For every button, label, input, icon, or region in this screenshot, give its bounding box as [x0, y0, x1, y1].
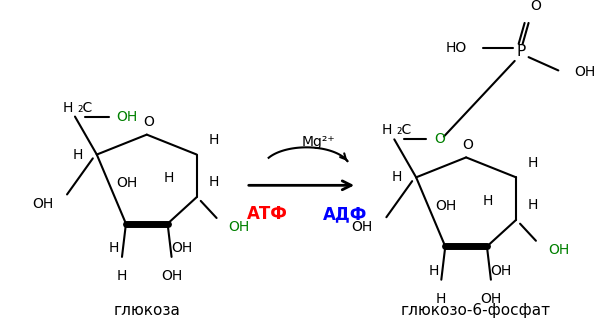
Text: H: H — [117, 269, 127, 283]
Text: H: H — [209, 175, 219, 190]
Text: АДФ: АДФ — [323, 205, 367, 223]
Text: O: O — [143, 115, 154, 129]
Text: OH: OH — [436, 199, 457, 213]
Text: O: O — [530, 0, 541, 14]
Text: ₂C: ₂C — [77, 101, 92, 115]
Text: OH: OH — [32, 197, 53, 211]
Text: H: H — [209, 133, 219, 147]
Text: H: H — [109, 241, 119, 255]
Text: H: H — [163, 171, 174, 185]
Text: H: H — [73, 148, 83, 162]
Text: глюкозо-6-фосфат: глюкозо-6-фосфат — [401, 303, 551, 318]
Text: O: O — [463, 138, 473, 152]
Text: OH: OH — [490, 264, 511, 277]
Text: АТФ: АТФ — [247, 205, 288, 223]
Text: H: H — [436, 292, 446, 306]
Text: Mg²⁺: Mg²⁺ — [302, 135, 335, 149]
Text: H: H — [428, 264, 439, 277]
Text: H: H — [382, 123, 392, 138]
Text: OH: OH — [229, 221, 250, 234]
Text: H: H — [483, 193, 493, 207]
Text: OH: OH — [351, 220, 373, 234]
Text: P: P — [516, 44, 525, 59]
Text: ₂C: ₂C — [396, 123, 412, 138]
Text: OH: OH — [161, 269, 182, 283]
Text: OH: OH — [480, 292, 502, 306]
Text: OH: OH — [574, 65, 595, 79]
Text: OH: OH — [116, 109, 138, 124]
Text: H: H — [62, 101, 73, 115]
Text: O: O — [434, 132, 445, 146]
Text: H: H — [528, 156, 538, 170]
Text: глюкоза: глюкоза — [113, 303, 180, 318]
Text: HO: HO — [446, 41, 467, 55]
Text: H: H — [392, 170, 402, 184]
Text: OH: OH — [548, 243, 569, 257]
Text: OH: OH — [116, 176, 137, 191]
Text: OH: OH — [171, 241, 192, 255]
Text: H: H — [528, 198, 538, 212]
